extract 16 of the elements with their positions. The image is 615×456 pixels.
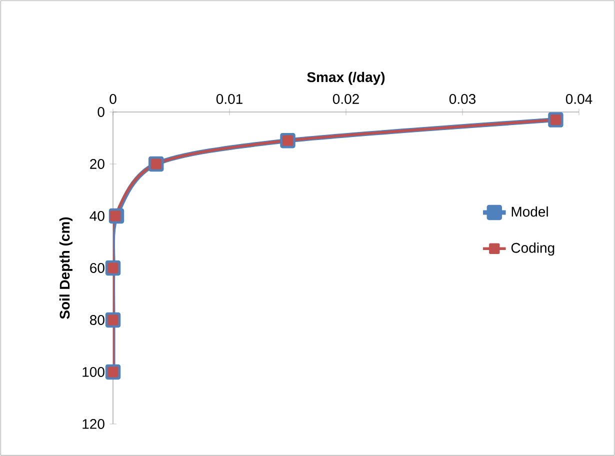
x-tick-label: 0	[110, 94, 116, 104]
legend-label: Coding	[511, 242, 554, 256]
x-tick-label: 0.03	[449, 94, 476, 104]
y-axis-title: Soil Depth (cm)	[59, 217, 72, 319]
y-tick-label: 80	[90, 315, 104, 325]
x-axis-title: Smax (/day)	[307, 72, 385, 85]
y-tick-label: 60	[90, 263, 104, 273]
x-tick-label: 0.02	[332, 94, 359, 104]
legend-label: Model	[512, 206, 548, 217]
y-tick-label: 120	[82, 419, 104, 429]
y-tick-label: 40	[90, 211, 104, 221]
y-tick-label: 100	[82, 367, 104, 377]
y-tick-label: 0	[98, 107, 104, 117]
y-tick-label: 20	[90, 159, 104, 169]
x-tick-label: 0.01	[216, 94, 242, 104]
x-tick-label: 0.04	[566, 94, 592, 104]
